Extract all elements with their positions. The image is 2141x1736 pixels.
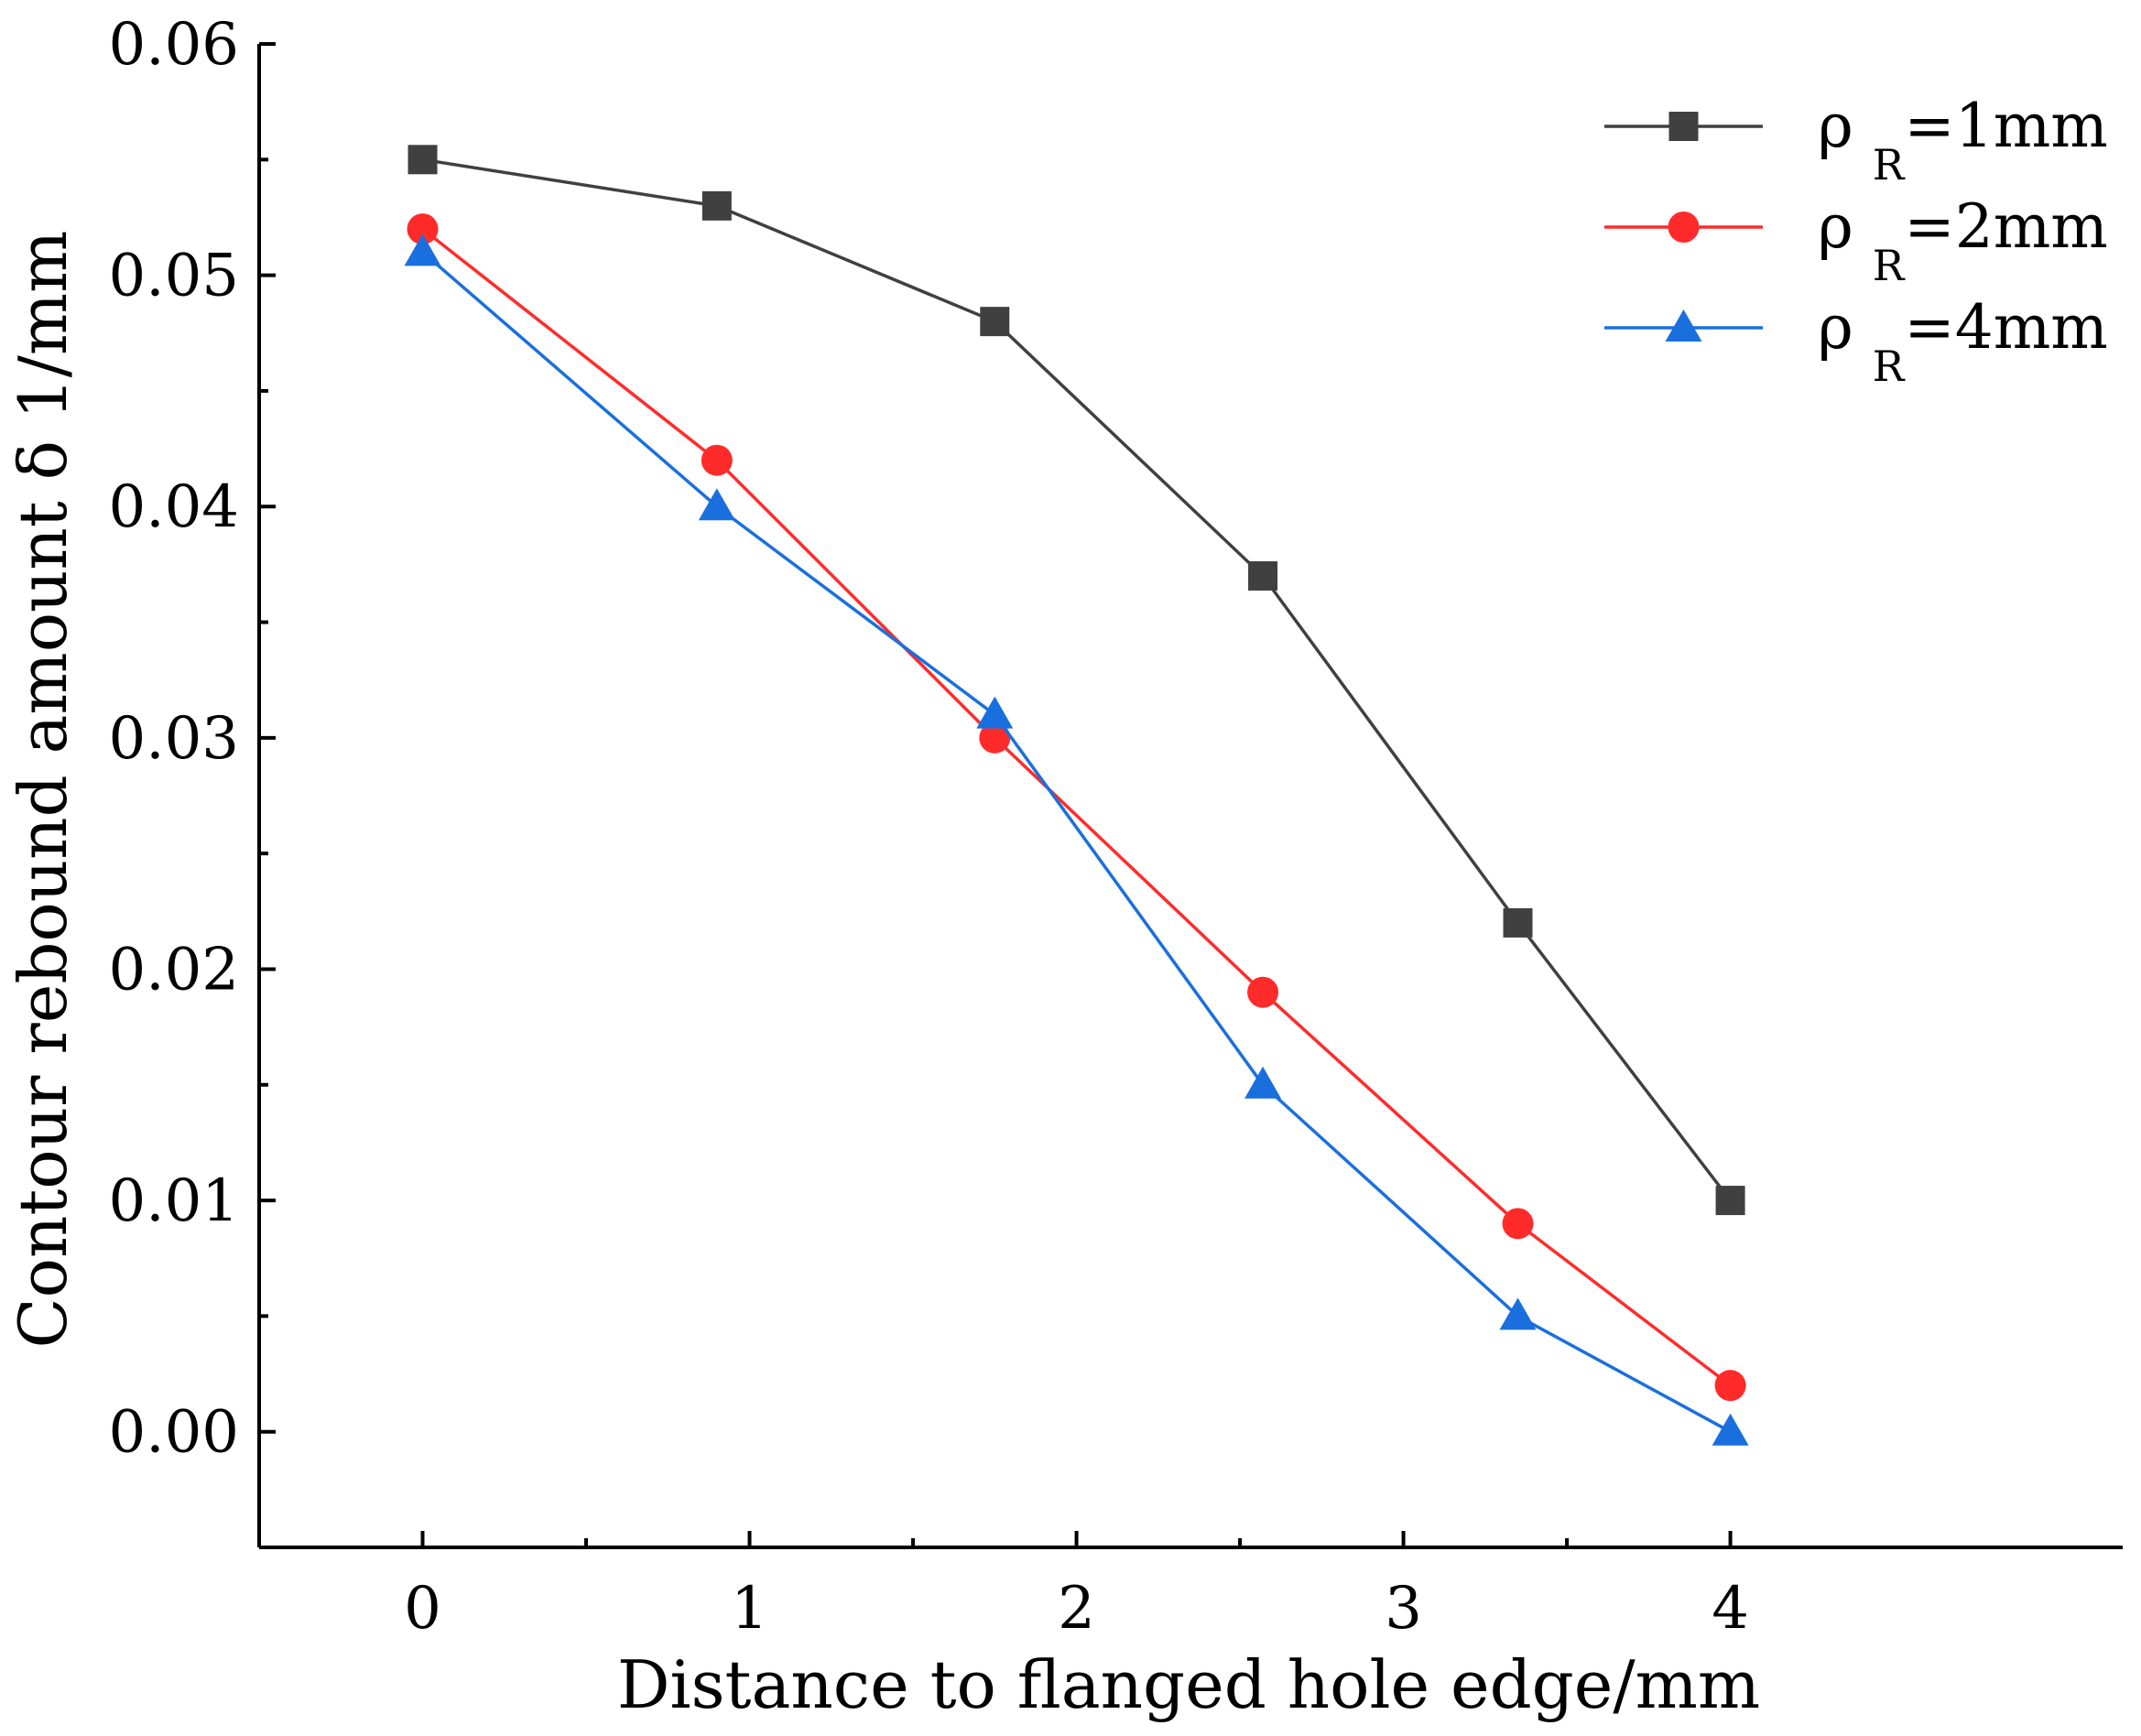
data-point: [976, 696, 1014, 729]
data-point: [1503, 907, 1533, 938]
data-point: [408, 145, 438, 175]
series-group: [404, 145, 1749, 1446]
x-axis-title: Distance to flanged hole edge/mm: [617, 1646, 1760, 1723]
legend-marker: [1665, 309, 1702, 342]
data-point: [1248, 561, 1278, 591]
axes: 0.00 0.01 0.02 0.03 0.04 0.05 0.06 0 1 2 3 4: [109, 11, 2123, 1643]
x-tick-label: 4: [1712, 1575, 1749, 1643]
data-point: [979, 722, 1011, 754]
legend-item: ρ R=1mm: [1604, 91, 2108, 190]
series-line: [422, 157, 1732, 1202]
y-tick-label: 0.06: [109, 11, 240, 79]
data-point: [1499, 1297, 1537, 1330]
legend-item: ρ R=2mm: [1604, 191, 2108, 290]
series-line: [421, 251, 1732, 1434]
x-tick-label: 3: [1385, 1575, 1422, 1643]
data-point: [701, 444, 733, 476]
data-point: [980, 307, 1010, 337]
legend-marker: [1668, 112, 1699, 141]
x-tick-label: 2: [1058, 1575, 1095, 1643]
series-3: [404, 233, 1749, 1446]
legend-item: ρ R=4mm: [1604, 292, 2108, 391]
x-tick-label: 0: [404, 1575, 441, 1643]
series-2: [407, 213, 1746, 1402]
y-tick-label: 0.02: [109, 936, 240, 1004]
y-axis-title: Contour rebound amount δ 1/mm: [5, 231, 82, 1349]
data-point: [1714, 1370, 1746, 1402]
y-tick-label: 0.01: [109, 1167, 240, 1235]
legend-marker: [1668, 212, 1700, 243]
series-line: [421, 227, 1732, 1387]
legend-label: ρ R=1mm: [1818, 91, 2108, 190]
data-point: [404, 233, 441, 266]
data-point: [701, 190, 732, 221]
data-point: [407, 213, 439, 245]
series-1: [408, 145, 1745, 1216]
legend-label: ρ R=2mm: [1818, 191, 2108, 290]
data-point: [698, 488, 735, 521]
x-tick-label: 1: [731, 1575, 768, 1643]
data-point: [1712, 1413, 1749, 1446]
y-tick-label: 0.04: [109, 473, 240, 541]
legend-label: ρ R=4mm: [1818, 292, 2108, 391]
data-point: [1244, 1066, 1282, 1099]
data-point: [1247, 976, 1279, 1008]
y-tick-label: 0.00: [109, 1399, 240, 1467]
data-point: [1502, 1208, 1534, 1240]
y-tick-label: 0.03: [109, 705, 240, 773]
data-point: [1715, 1186, 1745, 1216]
y-tick-label: 0.05: [109, 243, 240, 310]
